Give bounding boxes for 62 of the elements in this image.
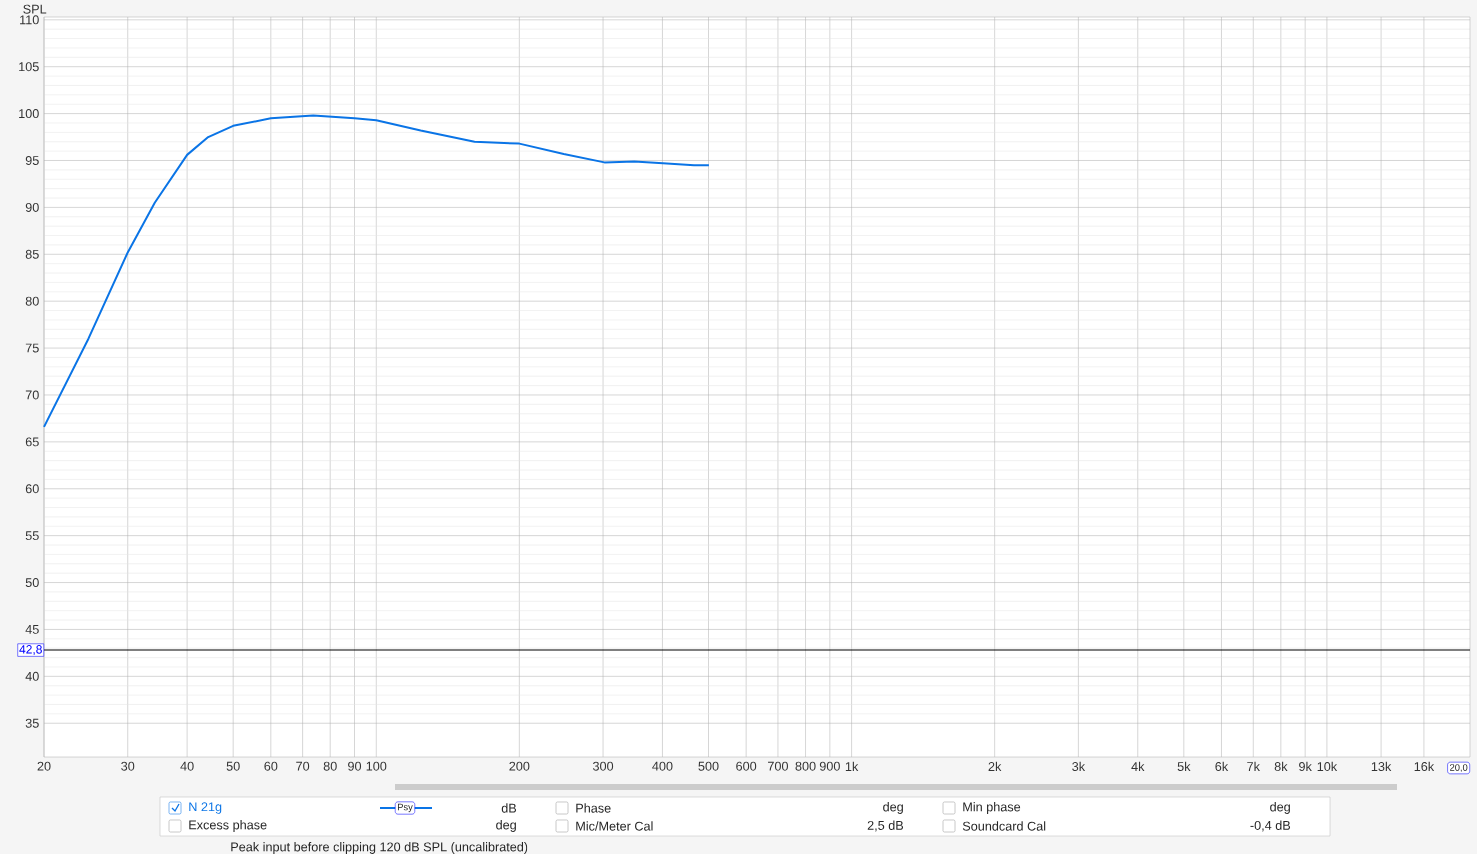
- x-tick-label: 80: [323, 761, 337, 771]
- text: 20,0: [1450, 764, 1468, 772]
- x-tick-label: 30: [121, 761, 135, 771]
- y-tick-label: 100: [19, 109, 39, 119]
- text: Psy: [398, 803, 413, 813]
- text: deg: [883, 802, 903, 814]
- x-tick-label: 70: [296, 761, 310, 771]
- text: dB: [501, 803, 517, 813]
- x-tick-label: 700: [768, 761, 789, 771]
- y-tick-label: 105: [19, 62, 39, 72]
- x-tick-label: 2k: [988, 761, 1002, 771]
- text: Excess phase: [189, 820, 267, 832]
- x-tick-label: 6k: [1215, 761, 1229, 772]
- x-tick-label: 90: [348, 761, 362, 771]
- x-tick-label: 9k: [1299, 761, 1312, 772]
- x-tick-label: 900: [819, 761, 840, 771]
- y-tick-label: 40: [25, 671, 39, 681]
- x-tick-label: 7k: [1247, 761, 1260, 771]
- x-tick-label: 300: [592, 761, 614, 771]
- y-tick-label: 90: [25, 202, 39, 212]
- text: deg: [1270, 802, 1290, 814]
- x-tick-label: 40: [180, 761, 194, 771]
- x-tick-label: 800: [795, 761, 816, 771]
- y-tick-label: 45: [25, 625, 39, 634]
- y-tick-label: 35: [25, 718, 39, 728]
- y-tick-label: 110: [20, 15, 39, 25]
- y-tick-label: 50: [25, 578, 39, 588]
- x-tick-label: 500: [698, 761, 719, 771]
- y-tick-label: 65: [25, 437, 39, 447]
- x-tick-label: 600: [736, 761, 757, 771]
- text: Mic/Meter Cal: [576, 821, 653, 831]
- text: -0,4 dB: [1250, 820, 1291, 832]
- ref-line-label: 42,8: [19, 645, 42, 656]
- x-tick-label: 100: [366, 761, 387, 771]
- x-tick-label: 8k: [1274, 761, 1288, 772]
- text: Soundcard Cal: [962, 821, 1046, 831]
- text: Peak input before clipping 120 dB SPL (uncalibrated): [231, 842, 528, 854]
- x-tick-label: 3k: [1072, 761, 1086, 772]
- x-tick-label: 20: [37, 761, 51, 771]
- text: Min phase: [963, 802, 1021, 814]
- y-axis-title: SPL: [23, 4, 47, 14]
- y-tick-label: 85: [25, 249, 39, 259]
- x-tick-label: 50: [226, 761, 240, 771]
- text: 2,5 dB: [867, 820, 904, 832]
- x-tick-label: 1k: [845, 761, 859, 771]
- x-tick-label: 400: [652, 761, 673, 771]
- legend-label: N 21g: [189, 802, 222, 814]
- y-tick-label: 60: [25, 484, 39, 494]
- x-tick-label: 10k: [1317, 761, 1338, 772]
- y-tick-label: 80: [25, 296, 39, 306]
- x-tick-label: 4k: [1131, 761, 1145, 771]
- y-tick-label: 95: [25, 156, 39, 165]
- y-tick-label: 55: [25, 531, 39, 541]
- x-tick-label: 13k: [1371, 761, 1392, 772]
- y-tick-label: 70: [25, 390, 39, 400]
- x-tick-label: 16k: [1414, 761, 1435, 772]
- y-tick-label: 75: [25, 343, 39, 353]
- text: deg: [496, 820, 516, 832]
- x-tick-label: 5k: [1177, 761, 1191, 772]
- x-tick-label: 200: [509, 761, 530, 771]
- text: Phase: [576, 803, 611, 813]
- x-tick-label: 60: [264, 761, 278, 771]
